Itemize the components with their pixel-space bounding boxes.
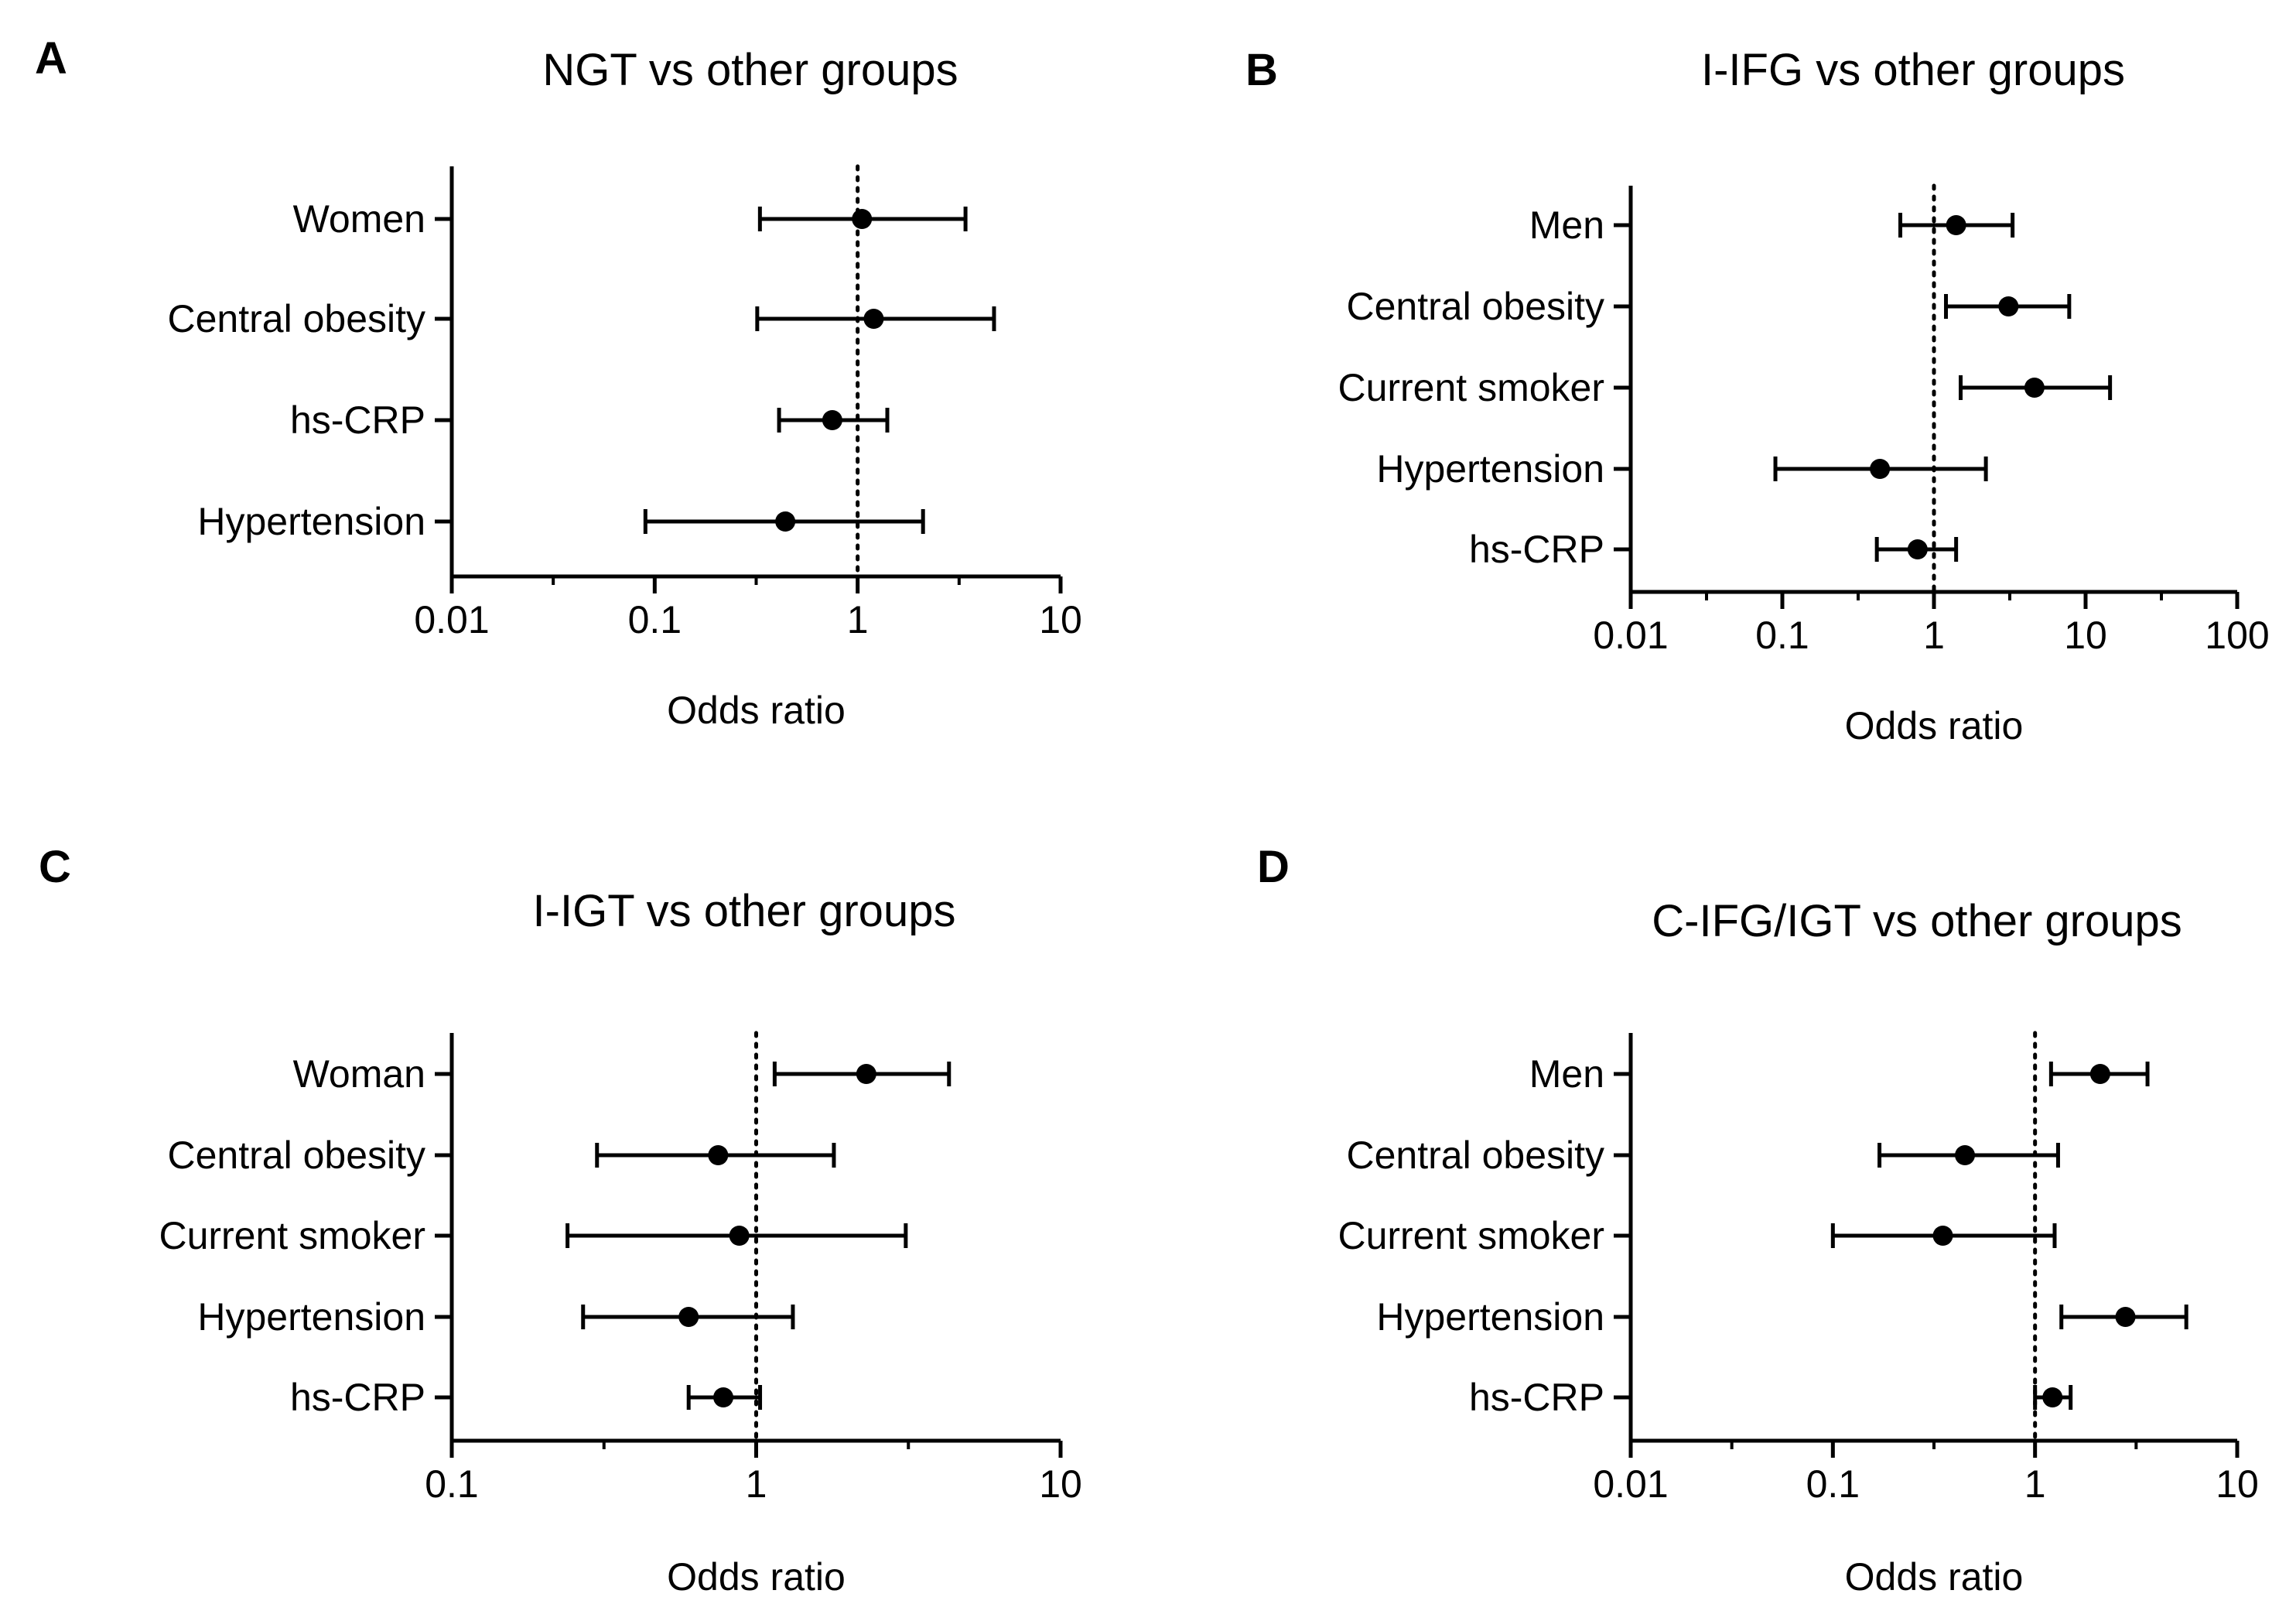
odds-ratio-point xyxy=(2089,1064,2110,1084)
x-tick-label: 10 xyxy=(2216,1462,2259,1506)
x-axis-title: Odds ratio xyxy=(667,689,846,732)
x-tick-label: 0.1 xyxy=(1755,614,1809,657)
category-label: hs-CRP xyxy=(290,398,425,442)
x-tick-label: 0.01 xyxy=(414,598,489,641)
odds-ratio-point xyxy=(1907,539,1928,559)
category-label: Current smoker xyxy=(1338,1214,1604,1257)
category-label: hs-CRP xyxy=(290,1376,425,1419)
category-label: Central obesity xyxy=(168,1134,426,1177)
category-label: Hypertension xyxy=(1376,1295,1604,1339)
x-tick-label: 1 xyxy=(1923,614,1945,657)
x-axis-title: Odds ratio xyxy=(1845,1555,2024,1599)
category-label: Hypertension xyxy=(197,500,425,543)
forest-plot-d: D C-IFG/IGT vs other groups 0.01 0.1 1 10 Odds… xyxy=(1257,842,2259,1599)
panel-letter: C xyxy=(39,842,71,892)
odds-ratio-point xyxy=(1870,459,1891,479)
odds-ratio-point xyxy=(2042,1387,2063,1407)
odds-ratio-point xyxy=(863,309,884,329)
category-label: hs-CRP xyxy=(1469,1376,1604,1419)
odds-ratio-point xyxy=(1998,296,2019,316)
category-label: Hypertension xyxy=(197,1295,425,1339)
x-tick-label: 10 xyxy=(1039,1462,1082,1506)
odds-ratio-point xyxy=(2024,378,2045,398)
odds-ratio-point xyxy=(678,1307,699,1327)
x-tick-label: 1 xyxy=(746,1462,767,1506)
x-tick-label: 1 xyxy=(2024,1462,2046,1506)
category-label: Central obesity xyxy=(1347,285,1605,328)
category-label: Central obesity xyxy=(168,297,426,340)
x-tick-label: 0.1 xyxy=(628,598,682,641)
odds-ratio-point xyxy=(2115,1307,2136,1327)
odds-ratio-point xyxy=(708,1145,729,1165)
x-tick-label: 0.01 xyxy=(1593,614,1668,657)
x-tick-label: 10 xyxy=(1039,598,1082,641)
x-tick-label: 100 xyxy=(2205,614,2269,657)
chart-title: I-IFG vs other groups xyxy=(1701,45,2125,95)
odds-ratio-point xyxy=(1955,1145,1976,1165)
odds-ratio-point xyxy=(822,410,842,430)
x-axis-title: Odds ratio xyxy=(667,1555,846,1599)
odds-ratio-point xyxy=(1932,1226,1953,1246)
chart-title: C-IFG/IGT vs other groups xyxy=(1652,896,2182,946)
x-tick-label: 1 xyxy=(847,598,869,641)
forest-plot-b: B I-IFG vs other groups 0.01 0.1 1 10 100 Odds … xyxy=(1245,45,2270,747)
forest-plot-a: A NGT vs other groups 0.01 0.1 1 10 Odds ratio… xyxy=(35,33,1082,732)
category-label: Woman xyxy=(293,1052,425,1096)
category-label: Women xyxy=(293,197,425,241)
category-label: Men xyxy=(1529,1052,1604,1096)
x-tick-label: 0.1 xyxy=(1806,1462,1860,1506)
category-label: Men xyxy=(1529,203,1604,247)
odds-ratio-point xyxy=(775,511,796,532)
odds-ratio-point xyxy=(852,209,873,229)
category-label: Hypertension xyxy=(1376,447,1604,491)
category-label: Central obesity xyxy=(1347,1134,1605,1177)
chart-title: I-IGT vs other groups xyxy=(533,886,956,936)
panel-letter: A xyxy=(35,33,67,84)
panel-letter: D xyxy=(1257,842,1290,892)
x-axis-title: Odds ratio xyxy=(1845,704,2024,747)
odds-ratio-point xyxy=(856,1064,876,1084)
category-label: Current smoker xyxy=(1338,366,1604,409)
odds-ratio-point xyxy=(713,1387,734,1407)
chart-title: NGT vs other groups xyxy=(542,45,958,95)
category-label: Current smoker xyxy=(159,1214,425,1257)
x-tick-label: 0.01 xyxy=(1593,1462,1668,1506)
forest-plot-c: C I-IGT vs other groups 0.1 1 10 Odds ratio Wo… xyxy=(39,842,1082,1599)
category-label: hs-CRP xyxy=(1469,528,1604,571)
x-tick-label: 10 xyxy=(2064,614,2107,657)
panel-letter: B xyxy=(1245,45,1278,95)
odds-ratio-point xyxy=(1946,215,1966,235)
x-tick-label: 0.1 xyxy=(425,1462,479,1506)
odds-ratio-point xyxy=(729,1226,750,1246)
